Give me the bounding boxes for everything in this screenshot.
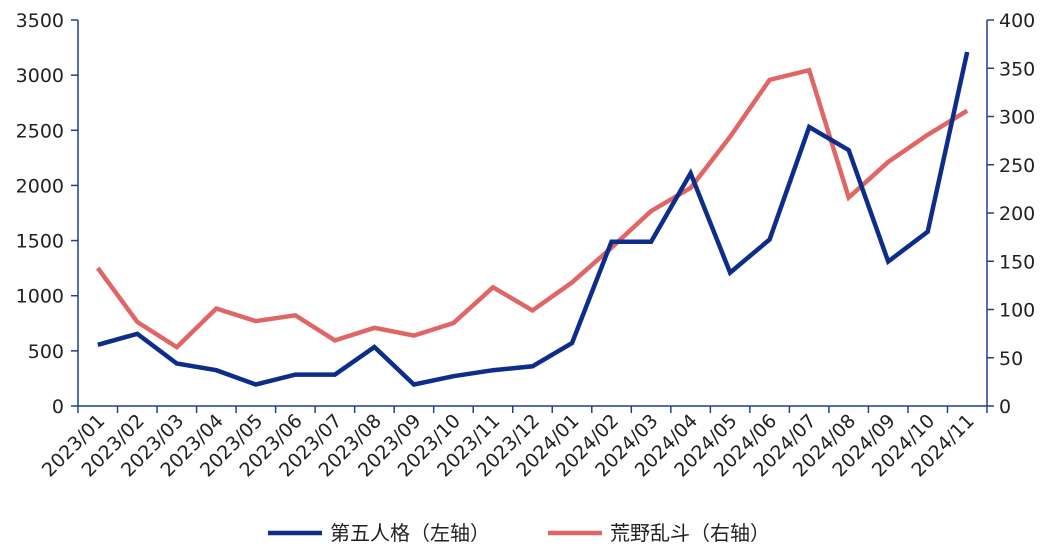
left-axis-tick-label: 500: [28, 341, 64, 363]
right-axis-tick-label: 100: [999, 300, 1035, 322]
left-axis-tick-label: 1000: [16, 286, 64, 308]
left-axis-tick-label: 3500: [16, 10, 64, 32]
series-line-right: [95, 67, 969, 350]
legend-label: 第五人格（左轴）: [330, 521, 490, 545]
legend-label: 荒野乱斗（右轴）: [610, 521, 770, 545]
left-axis-tick-label: 2500: [16, 120, 64, 142]
series-line-left: [97, 51, 970, 387]
right-axis-tick-label: 400: [999, 10, 1035, 32]
left-axis-tick-label: 2000: [16, 175, 64, 197]
right-axis-tick-label: 150: [999, 251, 1035, 273]
right-axis-tick-label: 250: [999, 155, 1035, 177]
legend: 第五人格（左轴） 荒野乱斗（右轴）: [268, 521, 770, 545]
right-axis-tick-label: 300: [999, 107, 1035, 129]
left-axis-tick-label: 0: [52, 396, 64, 418]
right-axis-tick-label: 0: [999, 396, 1011, 418]
right-axis-tick-label: 200: [999, 203, 1035, 225]
right-axis-tick-label: 350: [999, 58, 1035, 80]
right-axis-tick-label: 50: [999, 348, 1023, 370]
series-lines: [95, 51, 970, 387]
left-axis-tick-label: 1500: [16, 231, 64, 253]
left-axis-tick-label: 3000: [16, 65, 64, 87]
